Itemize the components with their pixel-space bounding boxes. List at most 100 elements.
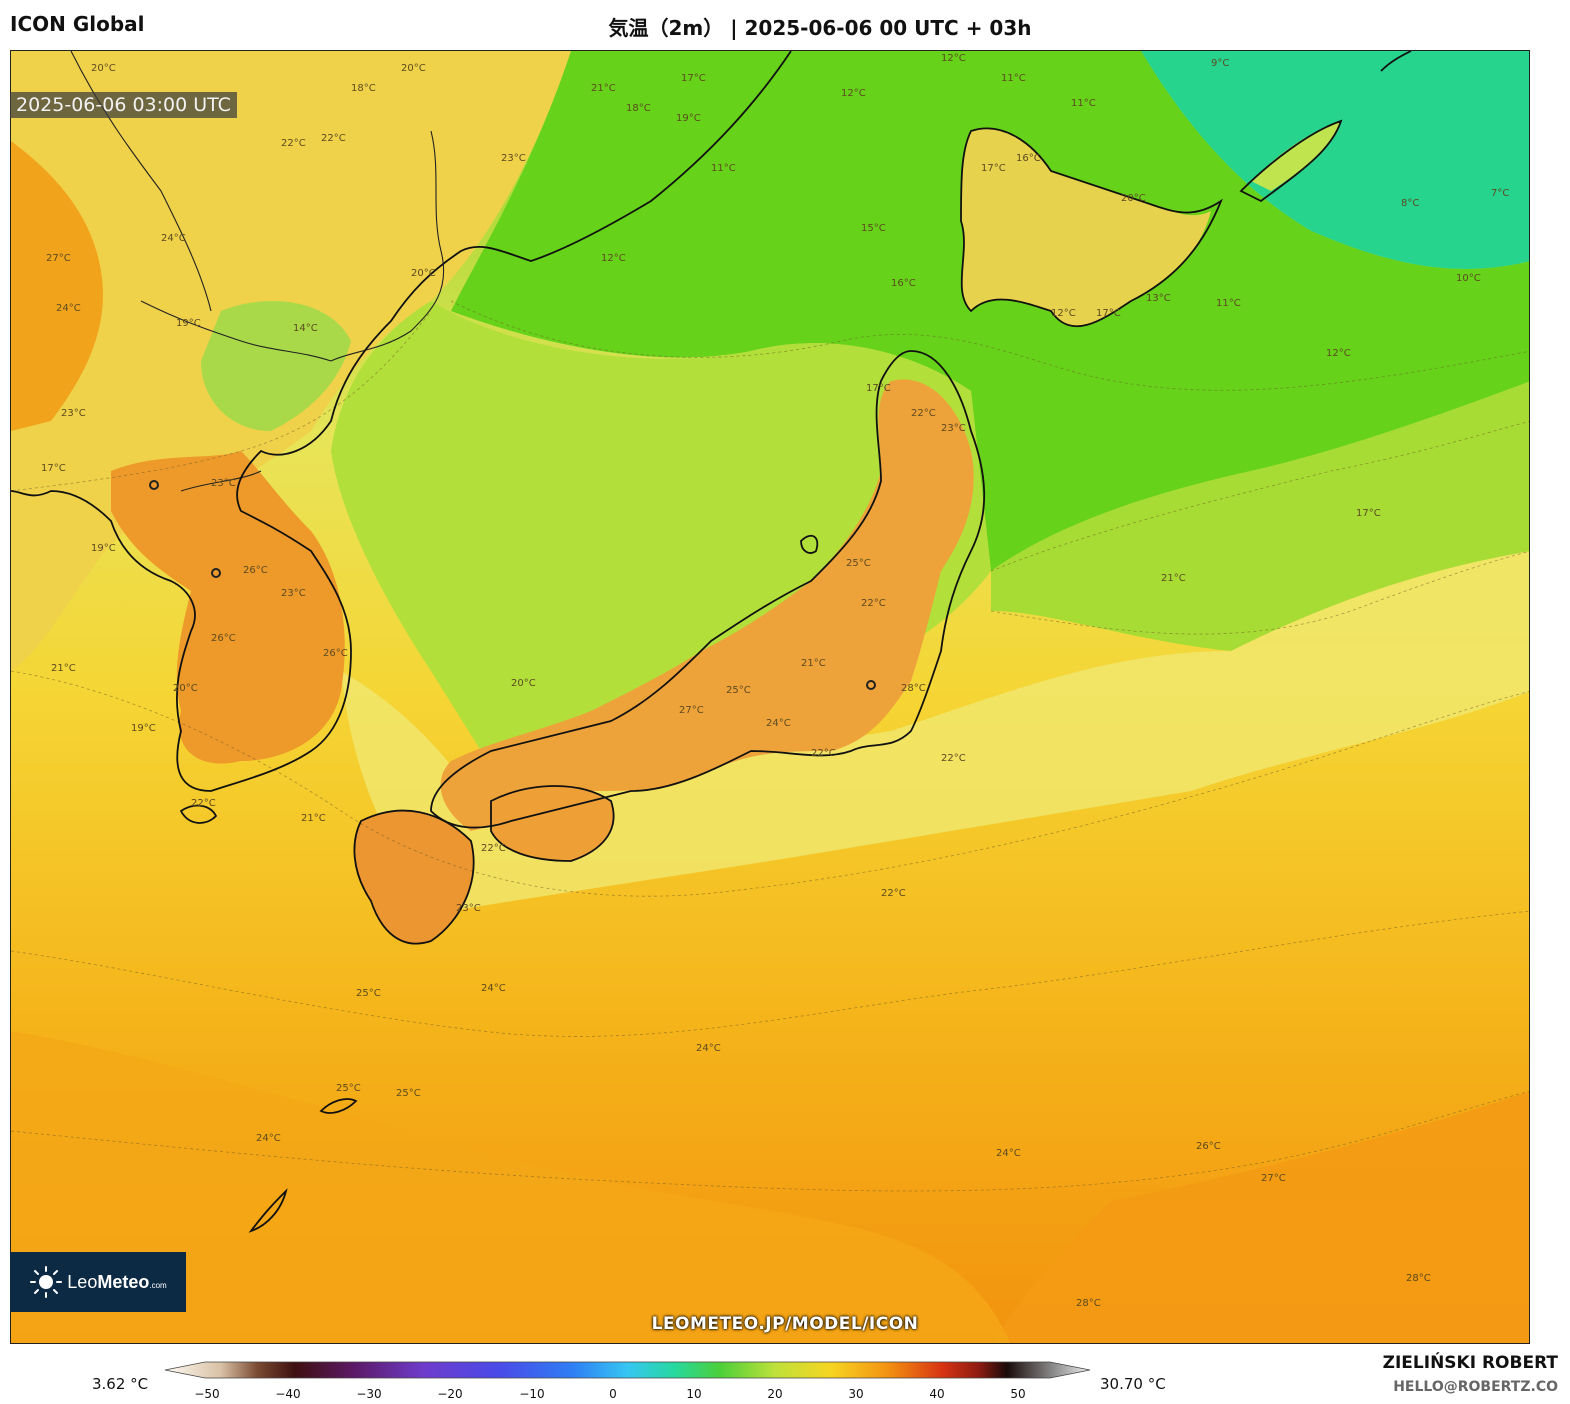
contour-label: 15°C (861, 223, 886, 234)
contour-label: 22°C (321, 133, 346, 144)
color-scale-legend: −50 −40 −30 −20 −10 0 10 20 30 40 50 (164, 1361, 1091, 1401)
contour-label: 17°C (1356, 508, 1381, 519)
leometeo-logo[interactable]: LeoMeteo.com (10, 1252, 186, 1312)
contour-label: 16°C (891, 278, 916, 289)
author-email[interactable]: HELLO@ROBERTZ.CO (1393, 1379, 1558, 1395)
contour-label: 17°C (866, 383, 891, 394)
korea-land (111, 451, 345, 764)
legend-tick: 10 (686, 1387, 701, 1401)
contour-label: 19°C (676, 113, 701, 124)
contour-label: 10°C (1456, 273, 1481, 284)
contour-label: 11°C (711, 163, 736, 174)
contour-label: 24°C (161, 233, 186, 244)
source-url-watermark[interactable]: LEOMETEO.JP/MODEL/ICON (651, 1314, 919, 1334)
sado-coastline (800, 534, 819, 554)
contour-label: 22°C (811, 748, 836, 759)
contour-label: 27°C (679, 705, 704, 716)
contour-label: 27°C (46, 253, 71, 264)
contour-label: 19°C (91, 543, 116, 554)
contour-label: 11°C (1216, 298, 1241, 309)
contour-label: 26°C (1196, 1141, 1221, 1152)
contour-label: 25°C (726, 685, 751, 696)
contour-label: 8°C (1401, 198, 1419, 209)
amami-coastline (319, 1098, 358, 1114)
contour-label: 19°C (131, 723, 156, 734)
contour-label: 11°C (1071, 98, 1096, 109)
jeju-coastline (179, 804, 218, 824)
contour-label: 24°C (996, 1148, 1021, 1159)
temperature-map: 20°C 18°C 20°C 21°C 17°C 12°C 11°C 9°C 2… (10, 50, 1530, 1344)
contour-label: 20°C (511, 678, 536, 689)
legend-tick: 20 (767, 1387, 782, 1401)
continent-orange-west (11, 141, 103, 431)
contour-label: 28°C (1406, 1273, 1431, 1284)
contour-label: 21°C (51, 663, 76, 674)
honshu-land (440, 379, 974, 831)
contour-label: 23°C (456, 903, 481, 914)
contour-label: 23°C (501, 153, 526, 164)
kuril-coastline (1380, 51, 1412, 72)
contour-label: 22°C (481, 843, 506, 854)
contour-label: 22°C (881, 888, 906, 899)
contour-label: 7°C (1491, 188, 1509, 199)
legend-tick: −40 (275, 1387, 300, 1401)
contour-label: 18°C (351, 83, 376, 94)
author-credit: ZIELIŃSKI ROBERT (1382, 1353, 1558, 1373)
pale-band (341, 551, 1529, 911)
contour-label: 23°C (281, 588, 306, 599)
honshu-coastline (430, 350, 986, 829)
legend-tick: 40 (929, 1387, 944, 1401)
okinawa-coastline (248, 1188, 288, 1233)
legend-tick: 0 (609, 1387, 617, 1401)
contour-label: 22°C (911, 408, 936, 419)
contour-label: 24°C (56, 303, 81, 314)
contour-label: 17°C (1096, 308, 1121, 319)
continent-green-patch (201, 301, 351, 431)
contour-label: 20°C (411, 268, 436, 279)
contour-label: 24°C (696, 1043, 721, 1054)
contour-label: 27°C (1261, 1173, 1286, 1184)
contour-label: 20°C (91, 63, 116, 74)
contour-label: 12°C (601, 253, 626, 264)
valid-time-badge: 2025-06-06 03:00 UTC (10, 92, 237, 118)
contour-label: 26°C (211, 633, 236, 644)
legend-colorbar (164, 1361, 1091, 1379)
contour-label: 25°C (396, 1088, 421, 1099)
contour-label: 23°C (211, 478, 236, 489)
city-marker (211, 568, 221, 578)
contour-label: 12°C (841, 88, 866, 99)
city-marker (866, 680, 876, 690)
model-name: ICON Global (10, 12, 145, 36)
map-title: 気温（2m） | 2025-06-06 00 UTC + 03h (608, 16, 1032, 40)
contour-label: 23°C (941, 423, 966, 434)
legend-tick: −50 (194, 1387, 219, 1401)
contour-label: 25°C (356, 988, 381, 999)
contour-label: 23°C (61, 408, 86, 419)
contour-label: 17°C (981, 163, 1006, 174)
contour-label: 24°C (766, 718, 791, 729)
contour-label: 26°C (323, 648, 348, 659)
contour-label: 20°C (401, 63, 426, 74)
shikoku-land (491, 786, 614, 861)
national-border (140, 300, 332, 362)
contour-label: 28°C (901, 683, 926, 694)
contour-label: 22°C (281, 138, 306, 149)
isotherm (990, 551, 1529, 635)
contour-label: 17°C (41, 463, 66, 474)
legend-tick: −20 (437, 1387, 462, 1401)
contour-label: 21°C (301, 813, 326, 824)
contour-label: 21°C (801, 658, 826, 669)
national-border (180, 470, 262, 492)
legend-tick: 30 (848, 1387, 863, 1401)
contour-label: 12°C (1326, 348, 1351, 359)
cold-sea-region (1141, 51, 1529, 269)
national-border (330, 130, 445, 362)
mild-sea-east (991, 381, 1529, 651)
contour-label: 11°C (1001, 73, 1026, 84)
logo-text: LeoMeteo.com (67, 1271, 167, 1292)
isotherm (11, 670, 1529, 897)
contour-label: 22°C (941, 753, 966, 764)
map-canvas: 20°C 18°C 20°C 21°C 17°C 12°C 11°C 9°C 2… (11, 51, 1529, 1343)
kyushu-land (354, 810, 474, 944)
legend-tick: 50 (1010, 1387, 1025, 1401)
